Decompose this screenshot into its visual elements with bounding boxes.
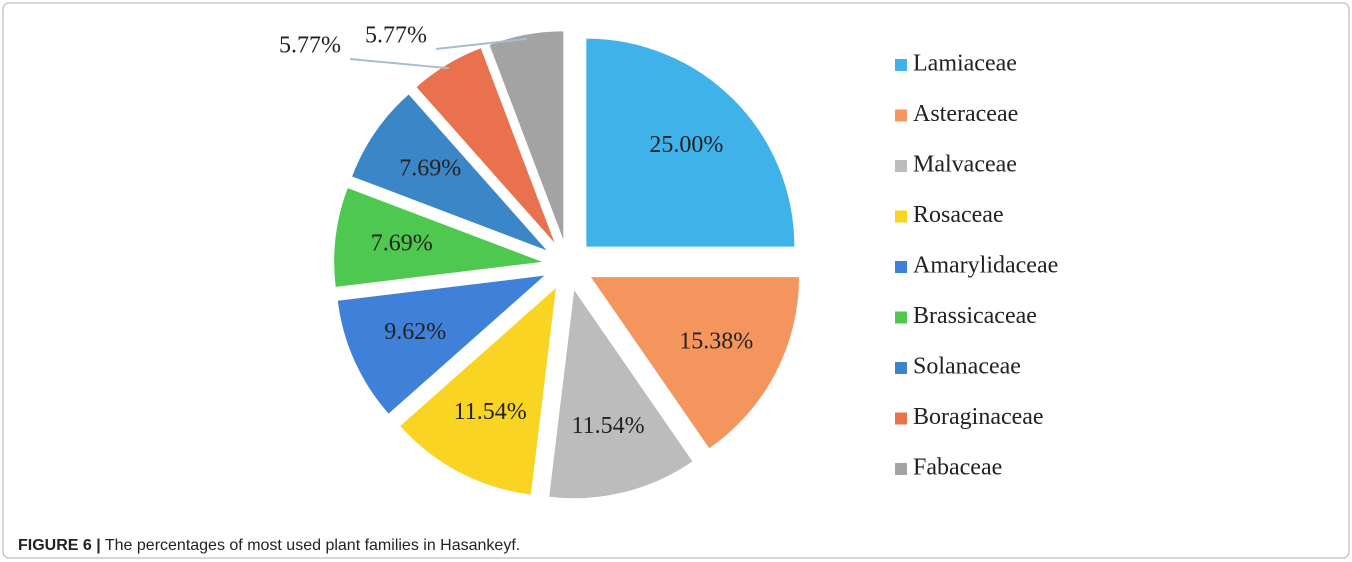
legend-swatch bbox=[895, 59, 907, 71]
pie-slice bbox=[591, 277, 800, 449]
legend-swatch bbox=[895, 412, 907, 425]
pie-slice bbox=[489, 31, 564, 240]
legend-label: Lamiaceae bbox=[913, 51, 1017, 77]
pie-slice bbox=[337, 275, 545, 414]
leader-line bbox=[349, 58, 450, 70]
data-label: 15.38% bbox=[679, 328, 753, 354]
legend-label: Asteraceae bbox=[913, 101, 1018, 127]
caption: FIGURE 6 | The percentages of most used … bbox=[18, 537, 520, 554]
data-label: 7.69% bbox=[399, 155, 461, 181]
legend-swatch bbox=[895, 362, 907, 374]
legend-swatch bbox=[895, 160, 907, 172]
legend-label: Boraginaceae bbox=[913, 404, 1044, 430]
legend-label: Malvaceae bbox=[913, 152, 1017, 178]
pie-slice bbox=[400, 288, 556, 495]
data-label: 11.54% bbox=[454, 399, 527, 425]
legend-label: Solanaceae bbox=[913, 354, 1021, 380]
legend-label: Fabaceae bbox=[913, 455, 1002, 481]
legend-swatch bbox=[895, 210, 907, 223]
pie-slice bbox=[549, 290, 693, 499]
data-label: 5.77% bbox=[365, 23, 427, 49]
caption-text: The percentages of most used plant famil… bbox=[105, 537, 520, 554]
legend-swatch bbox=[895, 261, 907, 273]
pie-slice bbox=[416, 48, 555, 243]
legend-swatch bbox=[895, 109, 907, 122]
data-label: 9.62% bbox=[384, 319, 446, 345]
pie-slice bbox=[334, 188, 543, 287]
pie-slice bbox=[352, 94, 547, 251]
legend-label: Brassicaceae bbox=[913, 303, 1037, 329]
data-label: 5.77% bbox=[279, 33, 341, 59]
pie-slice bbox=[586, 38, 795, 247]
data-label: 25.00% bbox=[649, 132, 723, 158]
data-label: 11.54% bbox=[572, 413, 645, 439]
legend-swatch bbox=[895, 311, 907, 324]
legend-label: Amarylidaceae bbox=[913, 253, 1058, 279]
leader-line bbox=[435, 37, 527, 50]
legend-label: Rosaceae bbox=[913, 202, 1004, 228]
data-label: 7.69% bbox=[371, 230, 433, 256]
legend-swatch bbox=[895, 463, 907, 475]
caption-label: FIGURE 6 | bbox=[18, 537, 101, 554]
